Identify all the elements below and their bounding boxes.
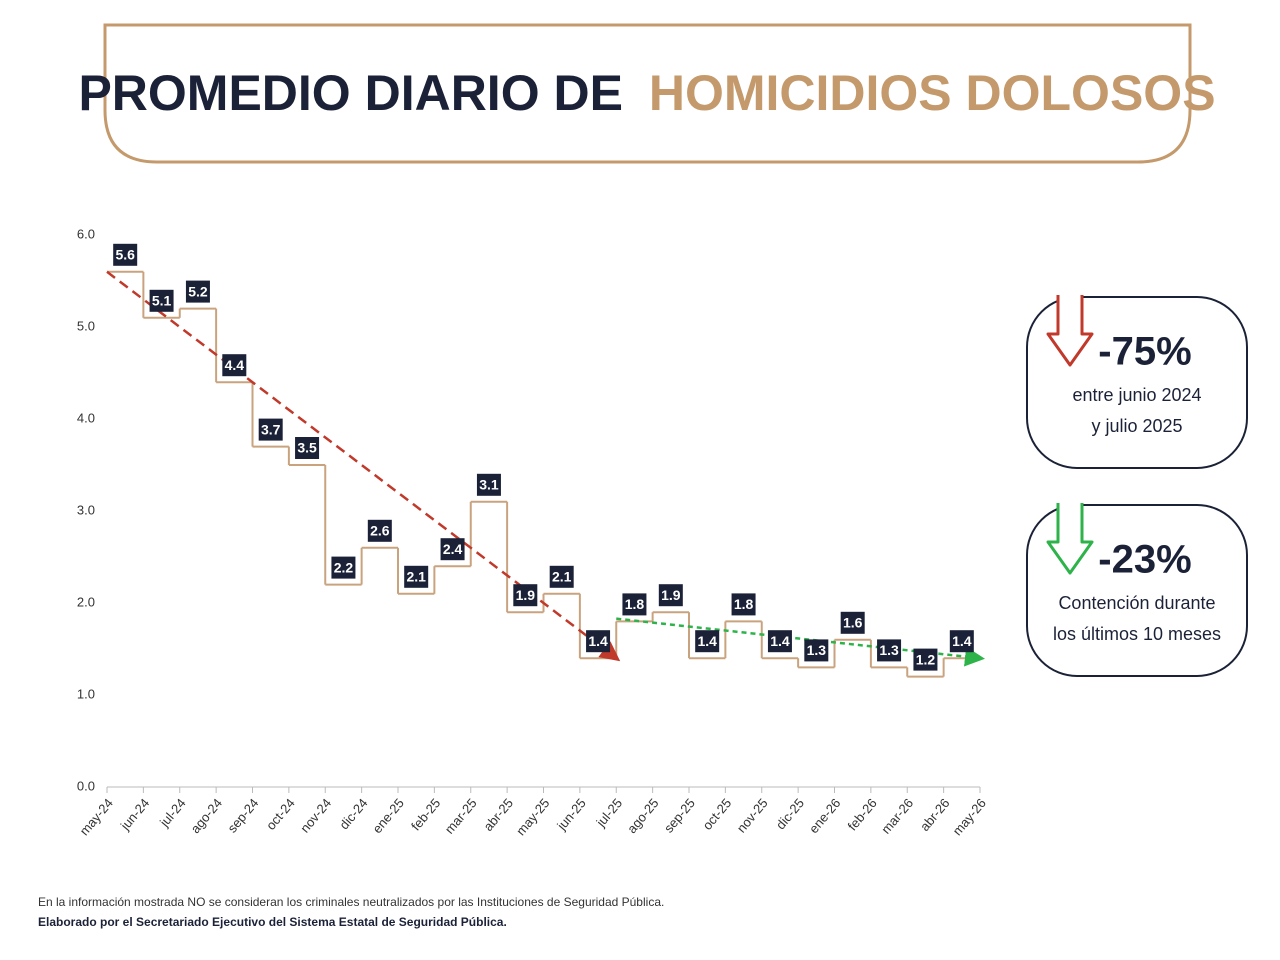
data-label-box (840, 611, 865, 634)
data-label-box (513, 584, 538, 607)
data-label: 1.9 (516, 587, 536, 603)
callout-text: y julio 2025 (1091, 416, 1182, 436)
x-tick-label: mar-26 (878, 795, 916, 836)
x-tick-label: feb-25 (408, 795, 443, 833)
y-tick-label: 4.0 (77, 410, 95, 425)
data-label-box (331, 556, 356, 579)
x-tick-label: ene-25 (369, 795, 407, 836)
data-label: 1.8 (625, 596, 645, 612)
x-tick-label: nov-25 (734, 795, 771, 835)
callout-value: -75% (1098, 330, 1191, 374)
data-label: 1.4 (697, 633, 717, 649)
data-label: 5.6 (115, 247, 135, 263)
data-label-box (913, 648, 938, 671)
x-tick-label: abr-26 (917, 795, 953, 833)
data-label-box (258, 418, 283, 441)
data-label-box (877, 639, 902, 662)
data-label: 1.2 (916, 651, 936, 667)
x-tick-label: ago-25 (624, 795, 662, 836)
data-label-box (549, 565, 574, 588)
data-label-box (440, 538, 465, 561)
x-tick-label: ene-26 (806, 795, 844, 836)
x-tick-label: jul-25 (593, 795, 626, 830)
y-tick-label: 1.0 (77, 686, 95, 701)
x-tick-label: sep-25 (661, 795, 698, 835)
data-label-box (476, 473, 501, 496)
x-tick-label: may-24 (77, 795, 116, 838)
data-label: 2.4 (443, 541, 463, 557)
title-banner (103, 23, 1192, 164)
y-tick-label: 6.0 (77, 226, 95, 241)
x-tick-label: nov-24 (297, 795, 334, 835)
title-part: HOMICIDIOS DOLOSOS (649, 65, 1216, 121)
x-tick-label: mar-25 (442, 795, 480, 836)
data-label: 1.4 (952, 633, 972, 649)
y-tick-label: 2.0 (77, 594, 95, 609)
data-label-box (767, 630, 792, 653)
data-label: 5.2 (188, 283, 208, 299)
data-label: 1.4 (588, 633, 608, 649)
data-label-box (222, 354, 247, 377)
x-tick-label: oct-24 (263, 795, 298, 832)
data-label-box (622, 593, 647, 616)
callout-text: entre junio 2024 (1072, 385, 1201, 405)
data-label-box (149, 289, 174, 312)
x-tick-label: abr-25 (480, 795, 516, 833)
data-label: 2.6 (370, 523, 390, 539)
x-tick-label: may-26 (950, 795, 989, 838)
data-label-box (949, 630, 974, 653)
y-tick-label: 0.0 (77, 778, 95, 793)
trend-line (106, 270, 621, 662)
data-label: 3.5 (297, 440, 317, 456)
data-label-box (658, 584, 683, 607)
data-label-box (367, 519, 392, 542)
x-tick-label: jul-24 (156, 795, 189, 830)
x-tick-label: jun-24 (117, 795, 152, 833)
x-tick-label: ago-24 (188, 795, 226, 836)
data-label-box (295, 437, 320, 459)
footnote: En la información mostrada NO se conside… (38, 895, 664, 909)
data-label: 1.4 (770, 633, 790, 649)
data-label: 5.1 (152, 293, 172, 309)
data-label: 2.2 (334, 559, 354, 575)
x-tick-label: jun-25 (553, 795, 588, 833)
data-label-box (804, 639, 829, 662)
data-label: 3.7 (261, 421, 281, 437)
arrow-icon (1046, 503, 1094, 575)
data-label-box (695, 630, 720, 653)
callout-text: Contención durante (1058, 593, 1215, 613)
data-label-box (731, 593, 756, 616)
data-label: 1.9 (661, 587, 681, 603)
data-label-box (404, 565, 429, 588)
data-label-box (113, 243, 138, 266)
x-tick-label: sep-24 (224, 795, 261, 835)
chart-title: PROMEDIO DIARIO DE HOMICIDIOS DOLOSOS (78, 65, 1215, 121)
data-label: 1.3 (807, 642, 827, 658)
data-label: 1.6 (843, 615, 863, 631)
callout-text: los últimos 10 meses (1053, 624, 1221, 644)
x-tick-label: oct-25 (700, 795, 735, 832)
x-tick-label: dic-25 (773, 795, 807, 832)
data-label-box (185, 280, 210, 303)
y-tick-label: 5.0 (77, 318, 95, 333)
y-tick-label: 3.0 (77, 502, 95, 517)
trend-line (616, 617, 985, 667)
callout-value: -23% (1098, 538, 1191, 582)
data-label: 2.1 (406, 569, 426, 585)
data-label: 1.8 (734, 596, 754, 612)
x-tick-label: dic-24 (336, 795, 370, 832)
data-label: 1.3 (879, 642, 899, 658)
data-label: 3.1 (479, 477, 499, 493)
data-label: 2.1 (552, 569, 572, 585)
data-label-box (586, 630, 611, 653)
arrow-icon (1046, 295, 1094, 367)
footnote: Elaborado por el Secretariado Ejecutivo … (38, 915, 507, 929)
title-part: PROMEDIO DIARIO DE (78, 65, 622, 121)
x-tick-label: feb-26 (845, 795, 880, 833)
x-tick-label: may-25 (513, 795, 552, 838)
callouts: -75% entre junio 2024 y julio 2025 -23% Cont… (1026, 295, 1248, 677)
data-label: 4.4 (225, 357, 245, 373)
